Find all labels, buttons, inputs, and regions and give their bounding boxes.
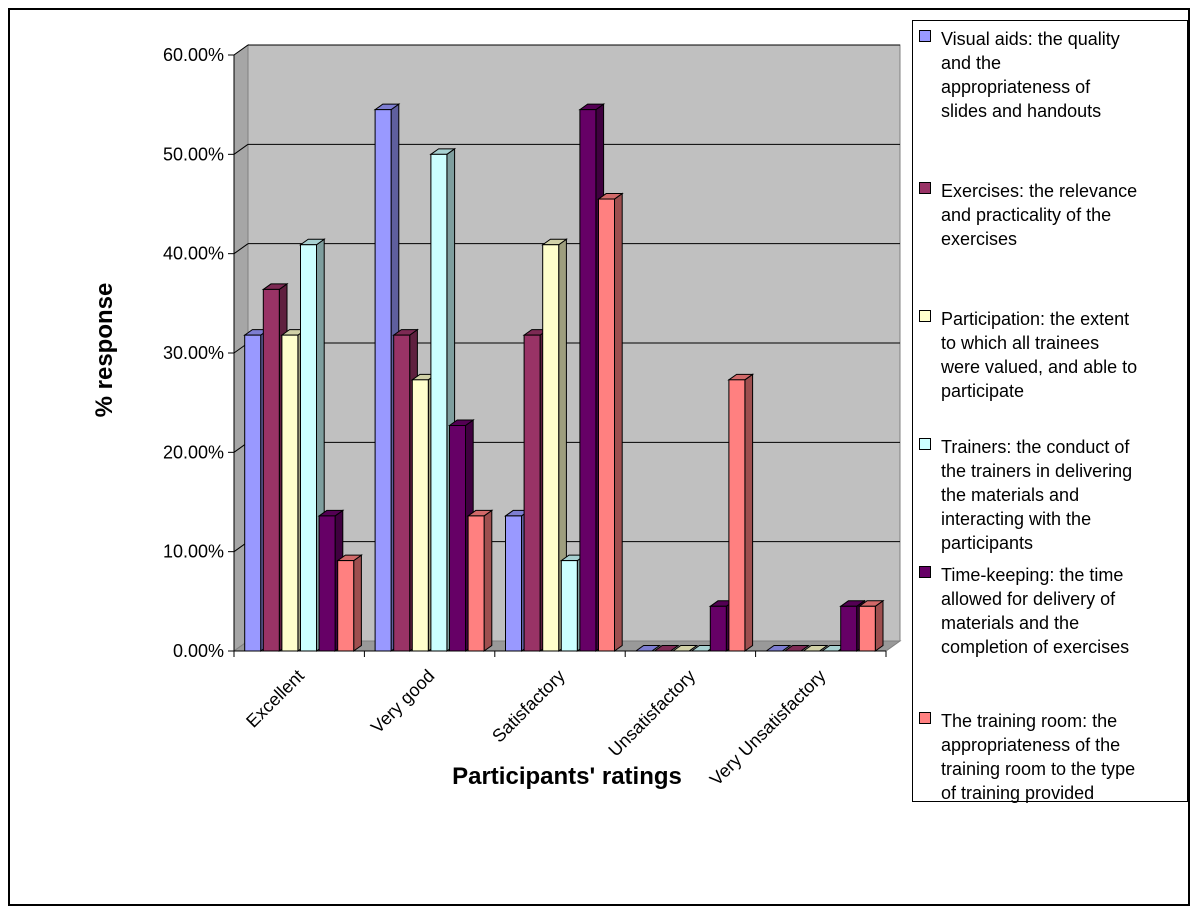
bar-side [353,554,362,652]
bar [281,334,299,652]
x-axis-title: Participants' ratings [452,763,682,790]
legend-label-line: the materials and [941,485,1080,505]
legend-label-line: participate [941,381,1025,401]
bar [449,425,466,652]
bar [374,109,392,652]
legend-label-line: Participation: the extent [941,309,1130,329]
bar [393,334,411,652]
x-tick-label: Very Unsatisfactory [706,666,830,790]
bar [598,198,615,652]
legend-label-line: participants [941,533,1034,553]
bar [523,334,541,652]
gridline [233,143,249,155]
legend-label-line: to which all trainees [941,333,1100,353]
y-tick-label: 10.00% [163,542,224,562]
legend-label: Trainers: the conduct of the trainers in … [941,435,1189,555]
bar-side [483,509,493,652]
legend-swatch [919,566,931,578]
bar-side [874,599,884,652]
bar-side [744,373,754,652]
legend-swatch [919,30,931,42]
bar [318,515,336,652]
legend-label: Visual aids: the quality and the appropria… [941,27,1189,123]
y-tick-label: 20.00% [163,442,224,462]
y-axis-title: % response [91,283,118,418]
y-tick-label: 40.00% [163,244,224,264]
bar [411,379,429,652]
legend-label-line: and the [941,53,1002,73]
y-tick-label: 30.00% [163,343,224,363]
legend-label: Exercises: the relevance and practicality… [941,179,1189,251]
bar [858,605,876,652]
x-tick-label: Very good [367,666,438,737]
legend-swatch [919,182,931,194]
gridline [233,44,249,56]
plot-area: 0.00% 10.00% 20.00% 30.00% 40.00% 50.00% 60.00… [163,44,902,790]
legend-label-line: appropriateness of [941,77,1091,97]
bar [728,379,746,652]
legend-label-line: Visual aids: the quality [941,29,1120,49]
x-tick-label: Excellent [242,666,308,732]
x-tick-label: Unsatisfactory [604,666,699,761]
legend-label-line: of training provided [941,783,1095,803]
legend-label-line: interacting with the [941,509,1092,529]
bar [560,560,578,652]
legend-label-line: The training room: the [941,711,1118,731]
bar [300,244,317,652]
y-tick-label: 50.00% [163,144,224,164]
bar [840,605,858,652]
legend-label-line: training room to the type [941,759,1136,779]
bar [337,560,355,652]
legend-label-line: Trainers: the conduct of [941,437,1130,457]
legend-label: The training room: the appropriateness of… [941,709,1189,805]
bar [262,288,280,652]
legend-swatch [919,438,931,450]
legend-label-line: the trainers in delivering [941,461,1133,481]
legend-label-line: allowed for delivery of [941,589,1116,609]
x-tick-label: Satisfactory [488,666,569,747]
legend-label: Time-keeping: the time allowed for delive… [941,563,1189,659]
legend-label-line: slides and handouts [941,101,1102,121]
legend-label: Participation: the extent to which all tr… [941,307,1189,403]
legend-label-line: Exercises: the relevance [941,181,1138,201]
legend: Visual aids: the quality and the appropria… [912,20,1189,805]
gridline [233,243,249,255]
bar [579,109,597,652]
legend-label-line: exercises [941,229,1018,249]
legend-swatch [919,712,931,724]
bar [244,334,262,652]
legend-label-line: were valued, and able to [941,357,1138,377]
legend-label-line: and practicality of the [941,205,1112,225]
bar [542,244,560,652]
legend-label-line: materials and the [941,613,1080,633]
bar-side [614,192,623,652]
bar [505,515,522,652]
bar [430,153,448,652]
legend-label-line: completion of exercises [941,637,1130,657]
legend-label-line: Time-keeping: the time [941,565,1124,585]
bar [467,515,485,652]
bar [709,605,727,652]
legend-label-line: appropriateness of the [941,735,1121,755]
y-tick-label: 0.00% [173,641,224,661]
legend-swatch [919,310,931,322]
y-tick-label: 60.00% [163,45,224,65]
